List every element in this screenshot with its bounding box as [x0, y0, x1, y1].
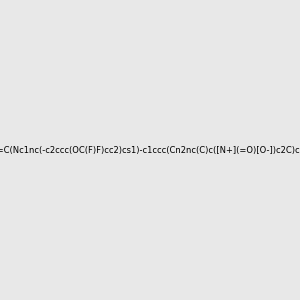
Text: O=C(Nc1nc(-c2ccc(OC(F)F)cc2)cs1)-c1ccc(Cn2nc(C)c([N+](=O)[O-])c2C)cc1: O=C(Nc1nc(-c2ccc(OC(F)F)cc2)cs1)-c1ccc(C…: [0, 146, 300, 154]
